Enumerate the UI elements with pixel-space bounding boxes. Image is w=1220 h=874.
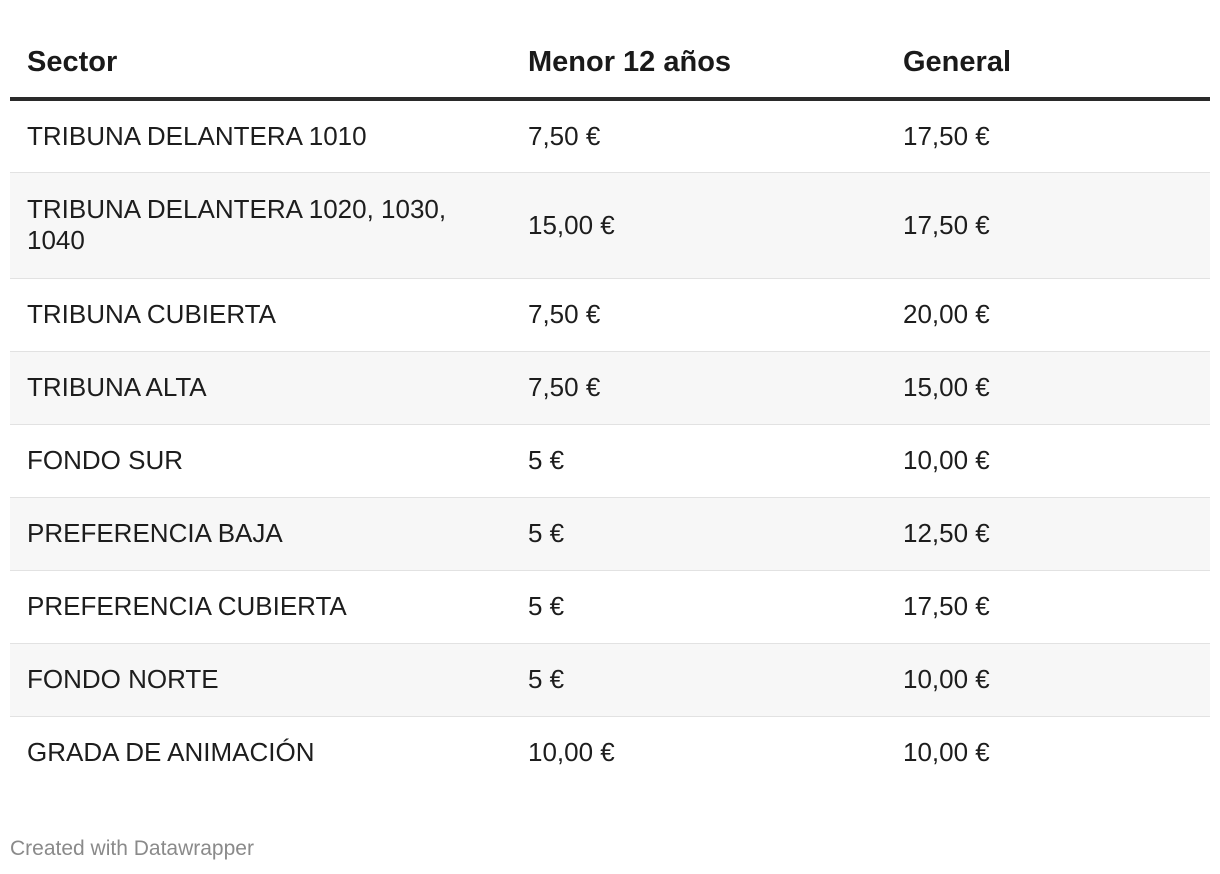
table-row: FONDO NORTE 5 € 10,00 €: [10, 643, 1210, 717]
table-body: TRIBUNA DELANTERA 1010 7,50 € 17,50 € TR…: [10, 99, 1210, 789]
table-row: TRIBUNA CUBIERTA 7,50 € 20,00 €: [10, 278, 1210, 352]
table-row: TRIBUNA ALTA 7,50 € 15,00 €: [10, 351, 1210, 425]
cell-sector: FONDO NORTE: [10, 643, 511, 717]
price-table: Sector Menor 12 años General TRIBUNA DEL…: [10, 30, 1210, 789]
cell-general: 10,00 €: [886, 424, 1210, 498]
table-row: PREFERENCIA CUBIERTA 5 € 17,50 €: [10, 570, 1210, 644]
table-header: Sector Menor 12 años General: [10, 30, 1210, 101]
column-header-sector[interactable]: Sector: [10, 30, 511, 101]
price-table-container: Sector Menor 12 años General TRIBUNA DEL…: [10, 30, 1210, 789]
cell-sector: TRIBUNA CUBIERTA: [10, 278, 511, 352]
cell-menor-12: 7,50 €: [511, 278, 886, 352]
table-row: GRADA DE ANIMACIÓN 10,00 € 10,00 €: [10, 716, 1210, 789]
cell-sector: TRIBUNA DELANTERA 1010: [10, 99, 511, 173]
column-header-menor-12[interactable]: Menor 12 años: [511, 30, 886, 101]
cell-menor-12: 5 €: [511, 497, 886, 571]
cell-sector: PREFERENCIA CUBIERTA: [10, 570, 511, 644]
cell-menor-12: 10,00 €: [528, 737, 615, 768]
cell-sector: TRIBUNA ALTA: [10, 351, 511, 425]
footer-credit[interactable]: Created with Datawrapper: [10, 837, 254, 860]
cell-general: 17,50 €: [886, 570, 1210, 644]
cell-menor-12: 7,50 €: [511, 99, 886, 173]
cell-menor-12: 15,00 €: [511, 172, 886, 279]
cell-menor-12: 7,50 €: [511, 351, 886, 425]
cell-sector: GRADA DE ANIMACIÓN: [27, 737, 315, 768]
table-row: TRIBUNA DELANTERA 1020, 1030, 1040 15,00…: [10, 172, 1210, 279]
header-row: Sector Menor 12 años General: [10, 30, 1210, 101]
table-row: PREFERENCIA BAJA 5 € 12,50 €: [10, 497, 1210, 571]
table-row: FONDO SUR 5 € 10,00 €: [10, 424, 1210, 498]
cell-sector: PREFERENCIA BAJA: [10, 497, 511, 571]
cell-general: 15,00 €: [886, 351, 1210, 425]
cell-menor-12: 5 €: [511, 424, 886, 498]
cell-general: 12,50 €: [886, 497, 1210, 571]
cell-general: 20,00 €: [886, 278, 1210, 352]
cell-general: 17,50 €: [886, 99, 1210, 173]
cell-menor-12: 5 €: [511, 570, 886, 644]
cell-general: 10,00 €: [903, 737, 990, 768]
cell-general: 17,50 €: [886, 172, 1210, 279]
cell-sector: TRIBUNA DELANTERA 1020, 1030, 1040: [10, 172, 511, 279]
table-row: TRIBUNA DELANTERA 1010 7,50 € 17,50 €: [10, 99, 1210, 173]
cell-general: 10,00 €: [886, 643, 1210, 717]
column-header-general[interactable]: General: [886, 30, 1210, 101]
cell-sector: FONDO SUR: [10, 424, 511, 498]
cell-menor-12: 5 €: [511, 643, 886, 717]
